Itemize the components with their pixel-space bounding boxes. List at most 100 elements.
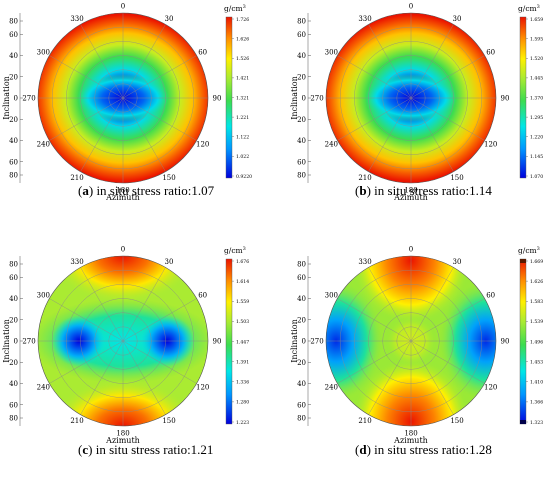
azimuth-label-180: 180	[404, 430, 417, 438]
colorbar-tick-label: 1.295	[530, 115, 543, 121]
grid-spoke	[368, 97, 412, 172]
panel-b: 0 30 60 90 120 150 180 210 240 270 300 330 80 60 40 20 0…	[290, 3, 543, 203]
colorbar-tick-label: 1.559	[236, 299, 249, 305]
colorbar-tick-label: 1.447	[236, 339, 249, 345]
grid-spoke	[410, 97, 485, 141]
inclination-tick-label: 60	[297, 274, 306, 282]
azimuth-label-60: 60	[198, 292, 207, 300]
colorbar-b: 1.659 1.595 1.520 1.445 1.370 1.295 1.220 1.145…	[518, 4, 543, 180]
inclination-tick-label: 0	[14, 95, 18, 103]
caption-c: (c) in situ stress ratio:1.21	[78, 442, 214, 457]
inclination-tick-label: 80	[297, 18, 306, 26]
azimuth-label-60: 60	[486, 49, 495, 57]
x-axis-title: Azimuth	[393, 436, 428, 445]
azimuth-label-300: 300	[325, 292, 338, 300]
azimuth-label-210: 210	[358, 174, 371, 182]
azimuth-label-300: 300	[325, 49, 338, 57]
azimuth-label-300: 300	[37, 292, 50, 300]
grid-spoke	[368, 340, 412, 415]
inclination-tick-label: 40	[297, 52, 306, 60]
inclination-tick-label: 20	[9, 316, 18, 324]
colorbar-tick-label: 1.595	[530, 36, 543, 42]
grid-spoke	[122, 97, 166, 172]
azimuth-label-180: 180	[116, 187, 129, 195]
azimuth-label-0: 0	[409, 3, 413, 11]
grid-spoke	[49, 97, 124, 141]
azimuth-label-240: 240	[37, 384, 50, 392]
inclination-tick-label: 20	[9, 359, 18, 367]
grid-spoke	[410, 267, 454, 342]
inclination-tick-label: 40	[9, 137, 18, 145]
inclination-tick-label: 20	[9, 73, 18, 81]
colorbar-tick-label: 1.145	[530, 154, 543, 160]
colorbar-tick-label: 1.421	[236, 76, 249, 82]
azimuth-label-60: 60	[198, 49, 207, 57]
colorbar-tick-label: 1.453	[530, 359, 543, 365]
polar-grid-d	[326, 256, 496, 426]
colorbar-a: 1.726 1.626 1.526 1.421 1.321 1.221 1.122 1.022…	[224, 4, 252, 180]
inclination-tick-label: 40	[9, 295, 18, 303]
polar-grid-c	[38, 256, 208, 426]
inclination-tick-label: 60	[297, 158, 306, 166]
inclination-tick-label: 80	[297, 261, 306, 269]
colorbar-tick-label: 1.726	[236, 17, 249, 23]
inclination-axis-a: 80 60 40 20 0 20 40 60 80 Inclination	[2, 13, 23, 183]
colorbar-tick-label: 1.321	[236, 95, 249, 101]
x-axis-title: Azimuth	[393, 193, 428, 202]
inclination-tick-label: 80	[297, 415, 306, 423]
grid-spoke	[410, 340, 485, 384]
azimuth-label-150: 150	[450, 174, 463, 182]
azimuth-label-0: 0	[121, 3, 125, 11]
inclination-tick-label: 60	[297, 401, 306, 409]
y-axis-title: Inclination	[2, 76, 11, 120]
inclination-tick-label: 80	[9, 261, 18, 269]
azimuth-label-120: 120	[484, 141, 497, 149]
stereonet-outline	[37, 255, 209, 427]
colorbar-d: 1.669 1.626 1.583 1.539 1.496 1.453 1.410 1.366…	[518, 246, 543, 426]
colorbar-tick-label: 1.122	[236, 135, 249, 141]
grid-spoke	[122, 298, 197, 342]
y-axis-title: Inclination	[290, 319, 299, 363]
colorbar-c: 1.676 1.614 1.559 1.503 1.447 1.391 1.336 1.280…	[224, 246, 249, 426]
grid-spoke	[337, 340, 412, 384]
x-axis-title: Azimuth	[105, 193, 140, 202]
grid-spoke	[410, 97, 454, 172]
panel-c: 0 30 60 90 120 150 180 210 240 270 300 330 80 60 40 20 0…	[2, 246, 249, 446]
colorbar-scale	[519, 258, 527, 425]
colorbar-unit: g/cm3	[224, 246, 246, 255]
azimuth-label-180: 180	[404, 187, 417, 195]
inclination-tick-label: 20	[297, 359, 306, 367]
azimuth-label-150: 150	[162, 174, 175, 182]
panel-a: 0 30 60 90 120 150 180 210 240 270 300 330 80 60 40 20 0…	[2, 3, 252, 203]
azimuth-label-30: 30	[453, 15, 462, 23]
grid-spoke	[410, 55, 485, 99]
polar-grid-a	[38, 13, 208, 183]
inclination-tick-label: 80	[297, 172, 306, 180]
colorbar-tick-label: 1.323	[530, 420, 543, 426]
grid-spoke	[122, 267, 166, 342]
colorbar-tick-label: 1.676	[236, 259, 249, 265]
inclination-tick-label: 80	[9, 172, 18, 180]
colorbar-tick-label: 1.366	[530, 400, 543, 406]
inclination-axis-b: 80 60 40 20 0 20 40 60 80 Inclination	[290, 13, 311, 183]
colorbar-cap-top	[520, 259, 526, 263]
grid-spoke	[410, 340, 454, 415]
grid-spoke	[122, 340, 166, 415]
azimuth-label-60: 60	[486, 292, 495, 300]
inclination-tick-label: 60	[9, 401, 18, 409]
azimuth-label-150: 150	[450, 417, 463, 425]
azimuth-label-150: 150	[162, 417, 175, 425]
panel-d: 0 30 60 90 120 150 180 210 240 270 300 330 80 60 40 20 0…	[290, 246, 543, 446]
azimuth-label-270: 270	[22, 95, 35, 103]
inclination-tick-label: 0	[14, 338, 18, 346]
grid-spoke	[49, 340, 124, 384]
caption-b: (b) in situ stress ratio:1.14	[355, 183, 492, 198]
colorbar-tick-label: 1.626	[236, 36, 249, 42]
inclination-tick-label: 40	[9, 380, 18, 388]
colorbar-tick-label: 1.220	[530, 135, 543, 141]
y-axis-title: Inclination	[290, 76, 299, 120]
grid-spoke	[80, 24, 124, 99]
colorbar-tick-label: 1.496	[530, 339, 543, 345]
azimuth-label-30: 30	[453, 258, 462, 266]
